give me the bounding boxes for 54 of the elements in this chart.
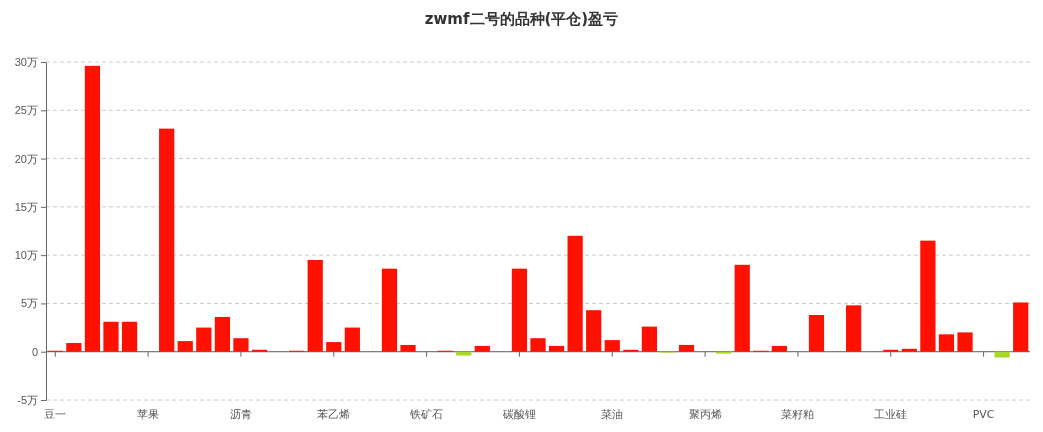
bar xyxy=(66,343,82,352)
bar xyxy=(121,321,138,352)
bar xyxy=(474,345,490,352)
x-tick-label: 铁矿石 xyxy=(409,408,444,421)
bar xyxy=(920,240,936,352)
bar xyxy=(846,305,862,352)
bar xyxy=(530,338,546,352)
bar xyxy=(326,342,342,352)
bar xyxy=(103,321,119,352)
x-tick-label: 菜籽粕 xyxy=(781,408,815,421)
bar xyxy=(1013,302,1029,352)
x-tick-label: 碳酸锂 xyxy=(501,408,536,421)
x-tick-label: 沥青 xyxy=(229,408,252,421)
x-tick-label: 苯乙烯 xyxy=(317,408,351,421)
bar xyxy=(771,345,787,352)
bar xyxy=(214,316,230,352)
bar xyxy=(957,332,973,352)
bar xyxy=(196,327,212,352)
bar xyxy=(938,334,955,352)
bar xyxy=(344,327,360,352)
x-tick-label: 工业硅 xyxy=(874,408,908,421)
bar xyxy=(456,351,472,356)
y-tick-label: 20万 xyxy=(14,152,38,165)
bar xyxy=(548,345,565,352)
bar xyxy=(159,128,175,352)
bar xyxy=(567,235,583,352)
y-tick-label: 15万 xyxy=(14,200,38,213)
bar xyxy=(994,351,1010,358)
bar xyxy=(177,341,193,352)
y-tick-label: 25万 xyxy=(14,104,38,117)
x-tick-label: 豆一 xyxy=(44,408,67,421)
x-tick-label: 苹果 xyxy=(137,408,160,421)
bar xyxy=(641,326,658,352)
bar xyxy=(586,310,602,352)
x-tick-label: 聚丙烯 xyxy=(688,408,722,421)
bar xyxy=(604,340,620,352)
x-tick-label: 菜油 xyxy=(601,408,624,421)
bar xyxy=(734,264,750,352)
y-tick-label: 5万 xyxy=(20,297,38,310)
bar xyxy=(678,344,695,352)
y-tick-label: 10万 xyxy=(14,249,38,262)
bar xyxy=(511,268,528,352)
y-tick-label: 0 xyxy=(31,345,38,358)
bar xyxy=(307,259,323,352)
bar xyxy=(381,268,398,352)
bar xyxy=(233,338,249,352)
y-tick-label: -5万 xyxy=(17,394,38,407)
bar xyxy=(84,65,101,352)
chart-title: zwmf二号的品种(平仓)盈亏 xyxy=(424,10,619,28)
bar xyxy=(400,344,416,352)
x-tick-label: PVC xyxy=(972,408,995,421)
y-tick-label: 30万 xyxy=(14,56,38,69)
bar xyxy=(901,348,917,352)
bar xyxy=(808,315,825,352)
